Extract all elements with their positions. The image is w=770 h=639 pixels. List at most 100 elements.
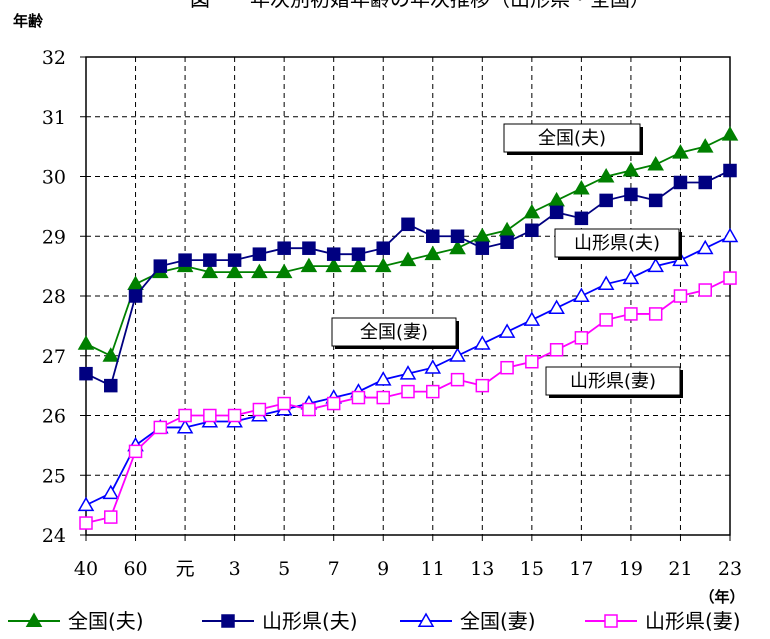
legend-label: 全国(妻) [460, 609, 536, 633]
legend-item: 山形県(夫) [202, 609, 358, 633]
data-point-marker [475, 378, 490, 393]
data-point-marker [500, 235, 514, 249]
annotation-label: 山形県(妻) [570, 371, 656, 392]
x-tick-label: 13 [470, 558, 494, 580]
data-point-marker [624, 307, 638, 321]
data-point-marker [277, 241, 291, 255]
data-point-marker [275, 263, 293, 279]
series-4 [79, 271, 737, 530]
x-tick-label: 40 [74, 558, 98, 580]
data-point-marker [548, 299, 565, 314]
chart-title: 図 年次別初婚年齢の年次推移（山形県・全国） [190, 0, 650, 11]
series-annotation: 山形県(妻) [545, 366, 683, 398]
annotation-box [331, 317, 457, 347]
annotation-box [503, 123, 641, 153]
data-point-marker [498, 221, 516, 237]
data-point-marker [128, 289, 143, 303]
x-tick-label: 3 [229, 558, 241, 580]
data-point-marker [376, 241, 390, 255]
data-point-marker [599, 193, 613, 208]
data-point-marker [77, 496, 95, 512]
data-point-marker [647, 156, 664, 171]
data-point-marker [127, 275, 144, 291]
data-point-marker [399, 365, 417, 380]
data-point-marker [153, 420, 168, 435]
annotation-box [554, 228, 680, 258]
series-annotation: 山形県(夫) [554, 228, 682, 260]
data-point-marker [201, 263, 219, 279]
data-point-marker [549, 343, 564, 357]
y-tick-label: 29 [42, 226, 66, 248]
data-point-marker [203, 408, 217, 423]
data-point-marker [698, 175, 712, 190]
data-point-marker [721, 126, 739, 141]
legend-label: 山形県(夫) [262, 609, 358, 633]
series-annotation: 全国(妻) [331, 317, 459, 349]
data-point-marker [102, 484, 120, 500]
legend: 全国(夫) 山形県(夫) 全国(妻) 山形県(妻) [8, 609, 741, 633]
x-axis-ticks: 40 60 元 3 5 7 9 11 13 15 17 19 21 23 [74, 535, 742, 580]
data-point-marker [525, 354, 539, 369]
series-layer [77, 126, 739, 530]
data-point-marker [648, 307, 663, 321]
data-point-marker [350, 257, 367, 273]
legend-label: 全国(夫) [68, 609, 144, 633]
x-tick-label: 17 [569, 558, 593, 580]
data-point-marker [449, 347, 466, 362]
legend-item: 全国(夫) [8, 609, 144, 633]
data-point-marker [203, 253, 217, 267]
y-tick-label: 24 [42, 525, 66, 547]
data-point-marker [498, 323, 516, 338]
data-point-marker [374, 257, 392, 273]
x-tick-label: 23 [718, 558, 742, 580]
x-tick-label: 元 [176, 558, 195, 580]
data-point-marker [450, 372, 465, 387]
data-point-marker [597, 167, 615, 183]
data-point-marker [475, 241, 490, 255]
data-point-marker [102, 347, 120, 362]
data-point-marker [325, 257, 342, 273]
data-point-marker [672, 144, 689, 159]
data-point-marker [221, 614, 235, 628]
y-axis-unit-label: 年齢 [13, 12, 44, 30]
data-point-marker [622, 162, 640, 177]
data-point-marker [548, 191, 565, 207]
data-point-marker [25, 612, 43, 627]
series-annotations: 全国(夫) 山形県(夫) 全国(妻) 山形県(妻) [331, 123, 683, 398]
data-point-marker [227, 408, 242, 423]
data-point-marker [227, 253, 242, 267]
data-point-marker [525, 223, 539, 238]
y-tick-label: 28 [42, 286, 66, 308]
data-point-marker [104, 378, 118, 393]
data-point-marker [599, 313, 613, 327]
data-point-marker [622, 269, 640, 285]
y-axis-ticks: 24 25 26 27 28 29 30 31 32 [42, 47, 86, 547]
data-point-marker [300, 257, 318, 273]
legend-item: 山形県(妻) [585, 609, 741, 633]
series-2 [79, 163, 737, 393]
data-point-marker [721, 227, 739, 243]
annotation-label: 全国(妻) [360, 322, 428, 343]
annotation-label: 山形県(夫) [574, 233, 660, 254]
data-point-marker [374, 371, 392, 386]
x-tick-label: 19 [619, 558, 643, 580]
data-point-marker [326, 247, 341, 261]
data-point-marker [226, 263, 243, 279]
x-tick-label: 21 [668, 558, 692, 580]
data-point-marker [549, 205, 564, 220]
data-point-marker [574, 331, 589, 345]
data-point-marker [597, 275, 615, 291]
y-tick-label: 30 [42, 167, 66, 189]
data-point-marker [401, 217, 415, 232]
data-point-marker [79, 366, 93, 381]
data-point-marker [673, 289, 688, 303]
data-point-marker [449, 239, 466, 255]
data-point-marker [604, 614, 618, 628]
data-point-marker [104, 510, 118, 524]
data-point-marker [376, 390, 390, 405]
data-point-marker [696, 138, 714, 153]
data-point-marker [252, 247, 267, 261]
legend-label: 山形県(妻) [645, 609, 741, 633]
data-point-marker [426, 229, 440, 243]
